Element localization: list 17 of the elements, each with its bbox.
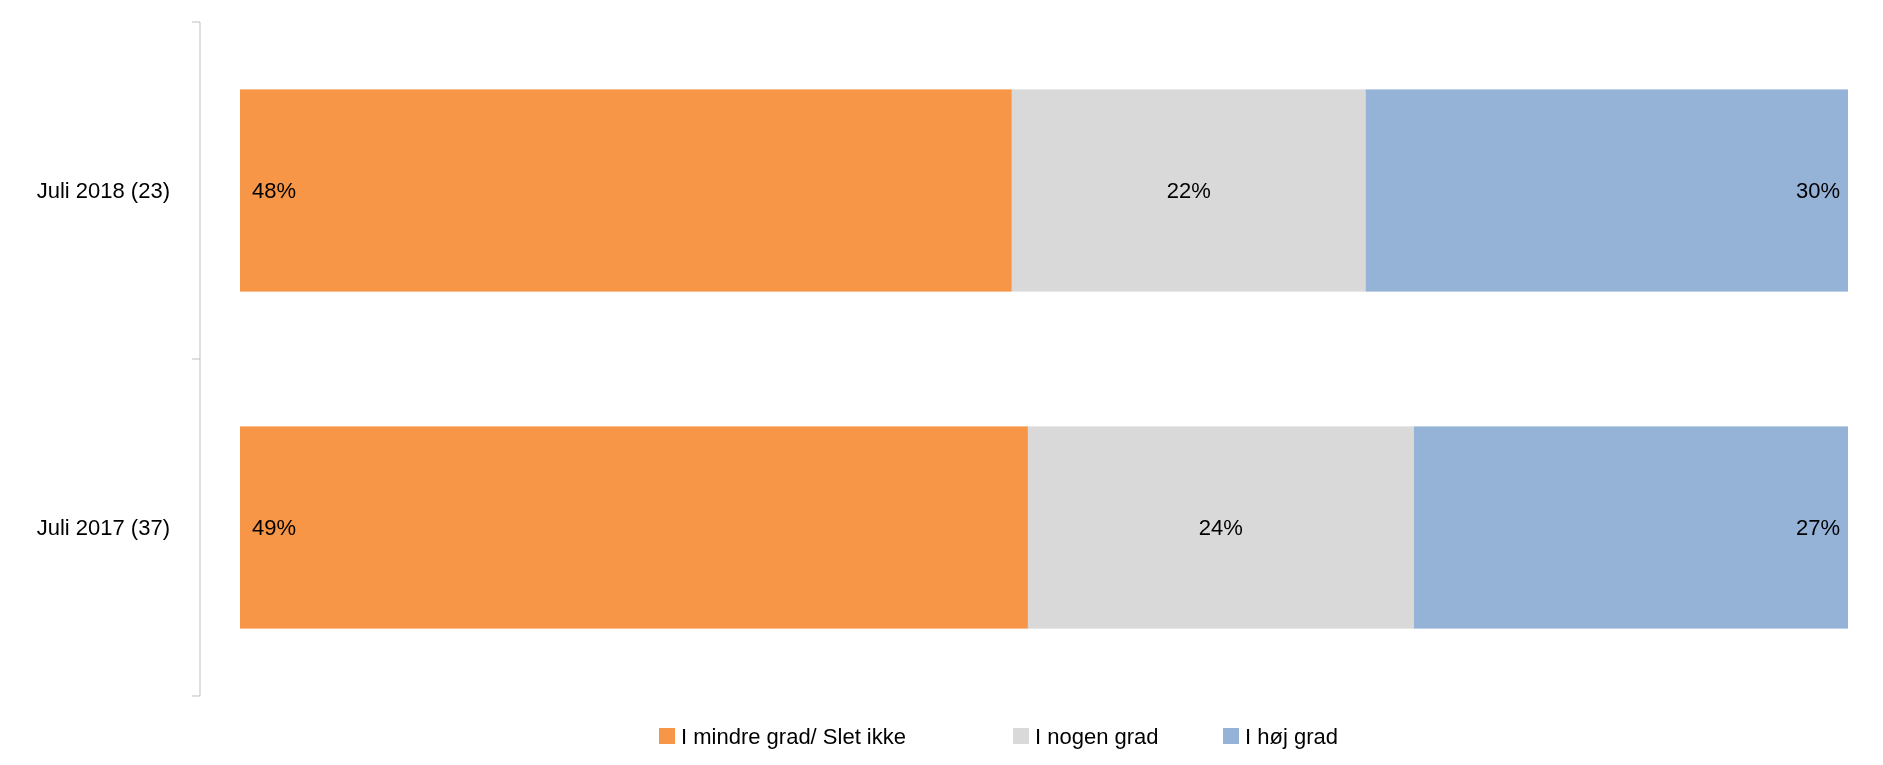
legend-label: I høj grad bbox=[1245, 724, 1338, 749]
bar bbox=[1011, 89, 1366, 292]
data-label: 27% bbox=[1795, 515, 1840, 541]
y-tick-label: Juli 2018 (23) bbox=[36, 178, 170, 204]
data-label: 22% bbox=[1166, 178, 1211, 204]
bar bbox=[1365, 89, 1848, 292]
y-tick-label: Juli 2017 (37) bbox=[36, 515, 170, 541]
legend-label: I mindre grad/ Slet ikke bbox=[681, 724, 906, 749]
data-label: 30% bbox=[1795, 178, 1840, 204]
bar bbox=[1413, 426, 1848, 629]
data-label: 24% bbox=[1198, 515, 1243, 541]
bar bbox=[1027, 426, 1414, 629]
bar bbox=[240, 426, 1028, 629]
bar bbox=[240, 89, 1012, 292]
legend-label: I nogen grad bbox=[1035, 724, 1159, 749]
data-label: 49% bbox=[252, 515, 297, 541]
data-label: 48% bbox=[252, 178, 297, 204]
